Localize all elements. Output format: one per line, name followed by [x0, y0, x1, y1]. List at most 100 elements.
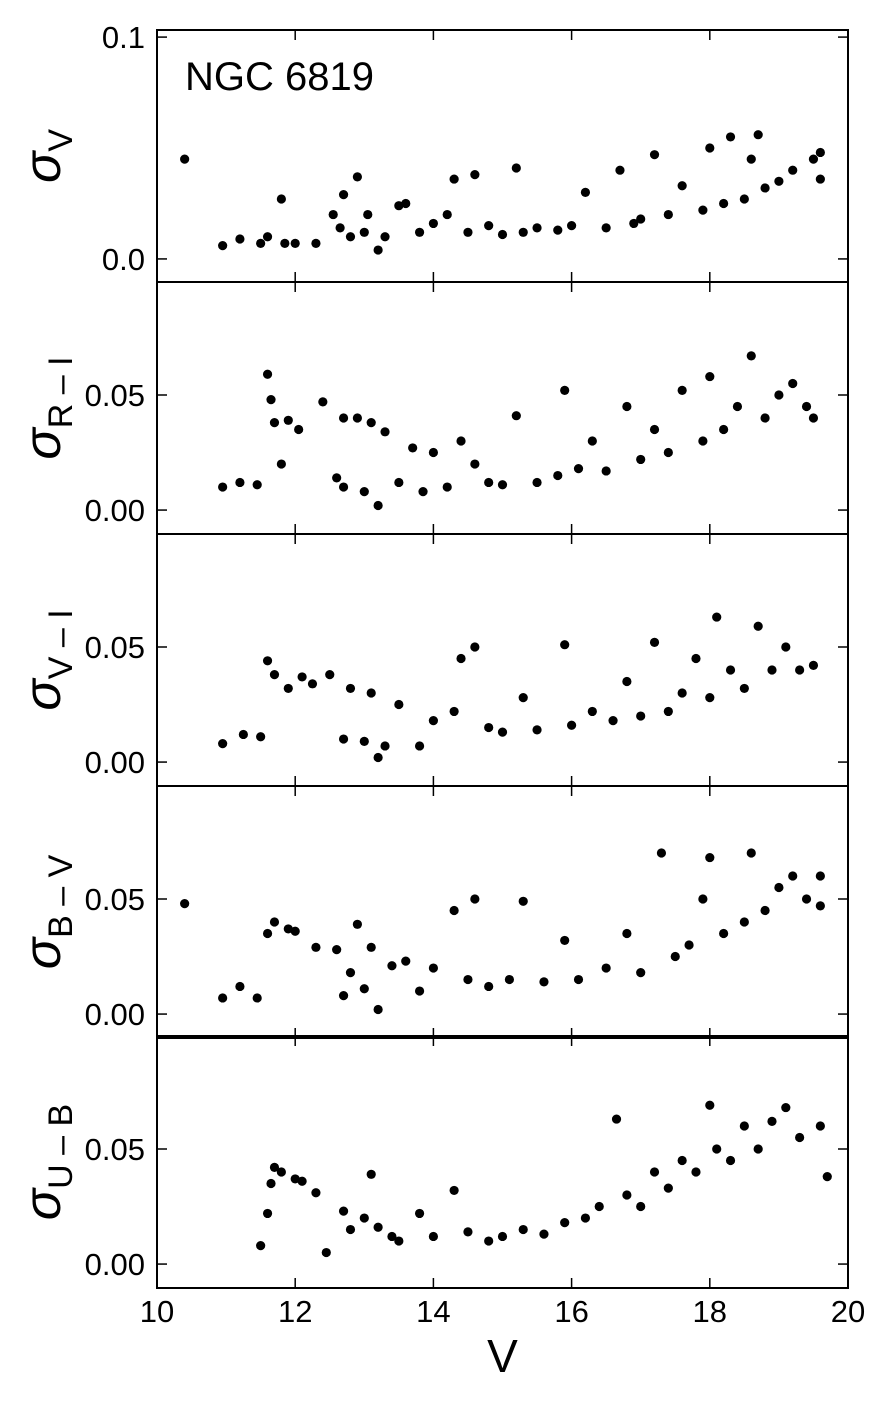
point [345, 968, 356, 978]
point [352, 172, 362, 182]
point [725, 132, 736, 142]
point [484, 722, 494, 733]
point [380, 232, 390, 242]
point [719, 198, 729, 209]
point [238, 729, 248, 740]
point [670, 951, 680, 962]
y-axis-label: σR – I [14, 356, 80, 459]
x-tick-label: 18 [693, 1294, 727, 1329]
point [414, 227, 425, 237]
point [338, 413, 349, 423]
point [788, 871, 798, 881]
point [394, 477, 404, 488]
point [774, 390, 784, 400]
point [553, 470, 563, 481]
point [373, 1222, 383, 1232]
x-axis-label: V [487, 1330, 518, 1382]
y-label-symbol: σ [14, 1187, 72, 1220]
point [373, 500, 383, 511]
point [449, 905, 459, 916]
point [218, 482, 228, 492]
point [539, 1229, 549, 1239]
point [601, 963, 611, 973]
point [414, 986, 425, 996]
point [256, 238, 266, 249]
point [497, 1231, 508, 1242]
point [414, 1208, 425, 1219]
point [753, 130, 763, 140]
point [774, 176, 784, 186]
point [518, 1224, 528, 1235]
point [325, 670, 335, 680]
point [815, 871, 825, 881]
point [276, 194, 286, 204]
point [345, 1224, 356, 1235]
point [428, 447, 438, 458]
point [560, 385, 570, 395]
point [746, 154, 756, 164]
point [262, 232, 273, 242]
point [218, 739, 228, 749]
point [611, 1114, 622, 1124]
point [408, 443, 418, 453]
point [580, 1213, 591, 1223]
point [401, 198, 411, 209]
point [698, 205, 708, 215]
point [283, 415, 293, 425]
x-tick-label: 12 [278, 1294, 312, 1329]
y-tick-label: 0.05 [85, 1132, 145, 1167]
point [788, 165, 798, 175]
point [739, 194, 749, 204]
point [428, 716, 438, 726]
point [677, 688, 687, 698]
point [539, 977, 549, 987]
y-label-subscript: U – B [42, 1104, 80, 1189]
point [615, 165, 625, 175]
point [280, 238, 290, 249]
point [363, 209, 373, 220]
point [663, 447, 673, 458]
point [276, 459, 286, 469]
point [760, 905, 770, 916]
point [332, 945, 342, 955]
point [418, 487, 428, 497]
point [705, 143, 715, 153]
point [691, 653, 701, 664]
point [580, 187, 591, 197]
point [269, 1162, 280, 1173]
point [276, 1167, 286, 1177]
point [283, 683, 293, 694]
point [294, 424, 304, 435]
point [428, 218, 438, 229]
point [760, 183, 770, 193]
point [283, 924, 293, 934]
plot-frame [156, 533, 849, 787]
point [394, 201, 404, 211]
point [456, 436, 466, 446]
x-tick-label: 14 [416, 1294, 450, 1329]
annotation: NGC 6819 [185, 55, 374, 99]
y-axis-label: σV [14, 129, 80, 183]
point [252, 993, 262, 1003]
point [732, 401, 743, 412]
point [359, 984, 369, 994]
point [815, 901, 825, 911]
point [753, 1144, 763, 1154]
point [601, 223, 611, 233]
point [497, 480, 508, 490]
point [269, 917, 280, 927]
point [262, 369, 273, 379]
point [366, 942, 376, 952]
point [705, 852, 715, 863]
point [235, 234, 245, 244]
point [698, 436, 708, 446]
point [180, 154, 190, 164]
point [587, 436, 597, 446]
point [560, 935, 570, 946]
y-label-subscript: V – I [42, 609, 80, 679]
point [235, 477, 245, 488]
point [359, 736, 369, 746]
y-tick-label: 0.00 [85, 745, 145, 780]
point [567, 720, 577, 730]
